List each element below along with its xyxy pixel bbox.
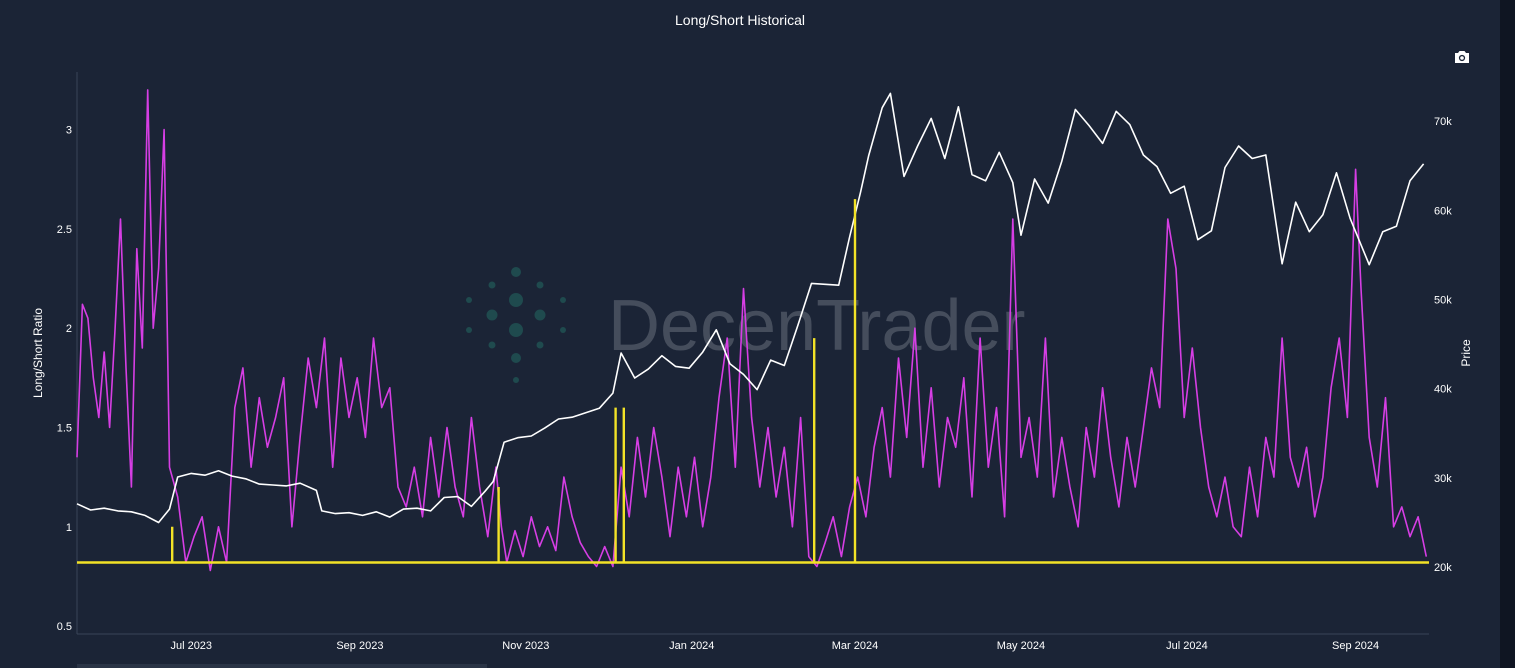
long-short-ratio-line bbox=[76, 89, 1428, 572]
watermark-logo-dot bbox=[534, 309, 546, 321]
watermark-logo-dot bbox=[466, 327, 472, 333]
watermark-logo-dot bbox=[536, 341, 544, 349]
x-axis-tick-label: May 2024 bbox=[997, 640, 1045, 652]
left-axis-tick-label: 2.5 bbox=[57, 224, 72, 236]
watermark-logo-dot bbox=[509, 323, 523, 337]
right-axis-tick-label: 20k bbox=[1434, 562, 1452, 574]
x-axis-tick-label: Jul 2023 bbox=[170, 640, 212, 652]
right-axis-tick-label: 30k bbox=[1434, 473, 1452, 485]
left-axis-tick-label: 0.5 bbox=[57, 621, 72, 633]
x-axis-tick-label: Sep 2023 bbox=[336, 640, 383, 652]
watermark-text: DecenTrader bbox=[608, 286, 1026, 366]
x-axis-tick-label: Jan 2024 bbox=[669, 640, 714, 652]
watermark-logo-dot bbox=[488, 341, 496, 349]
right-axis-tick-label: 50k bbox=[1434, 294, 1452, 306]
bottom-scrollbar[interactable] bbox=[77, 664, 487, 668]
watermark-logo-dot bbox=[486, 309, 498, 321]
left-axis-tick-label: 1 bbox=[66, 522, 72, 534]
left-axis-title: Long/Short Ratio bbox=[31, 308, 45, 398]
x-axis-tick-label: Nov 2023 bbox=[502, 640, 549, 652]
right-axis-title: Price bbox=[1459, 339, 1473, 367]
x-axis-tick-label: Mar 2024 bbox=[832, 640, 878, 652]
left-axis-tick-label: 3 bbox=[66, 125, 72, 137]
x-axis-tick-label: Sep 2024 bbox=[1332, 640, 1379, 652]
decentrader-watermark: DecenTrader bbox=[466, 267, 1026, 383]
left-axis-tick-label: 2 bbox=[66, 323, 72, 335]
price-line bbox=[76, 92, 1425, 524]
watermark-logo-dot bbox=[466, 297, 472, 303]
right-edge-panel bbox=[1500, 0, 1515, 668]
x-axis-tick-label: Jul 2024 bbox=[1166, 640, 1208, 652]
watermark-logo-dot bbox=[560, 327, 566, 333]
watermark-logo-dot bbox=[488, 281, 496, 289]
left-axis-tick-label: 1.5 bbox=[57, 422, 72, 434]
right-axis-tick-label: 70k bbox=[1434, 116, 1452, 128]
signal-line bbox=[77, 199, 1429, 564]
watermark-logo-dot bbox=[513, 377, 519, 383]
chart-title: Long/Short Historical bbox=[675, 12, 805, 28]
camera-icon[interactable] bbox=[1453, 50, 1471, 64]
watermark-logo-dot bbox=[511, 267, 521, 277]
watermark-logo-dot bbox=[536, 281, 544, 289]
right-axis-tick-label: 40k bbox=[1434, 384, 1452, 396]
watermark-logo-dot bbox=[511, 353, 521, 363]
right-axis-tick-label: 60k bbox=[1434, 205, 1452, 217]
watermark-logo-dot bbox=[560, 297, 566, 303]
watermark-logo-dot bbox=[509, 293, 523, 307]
